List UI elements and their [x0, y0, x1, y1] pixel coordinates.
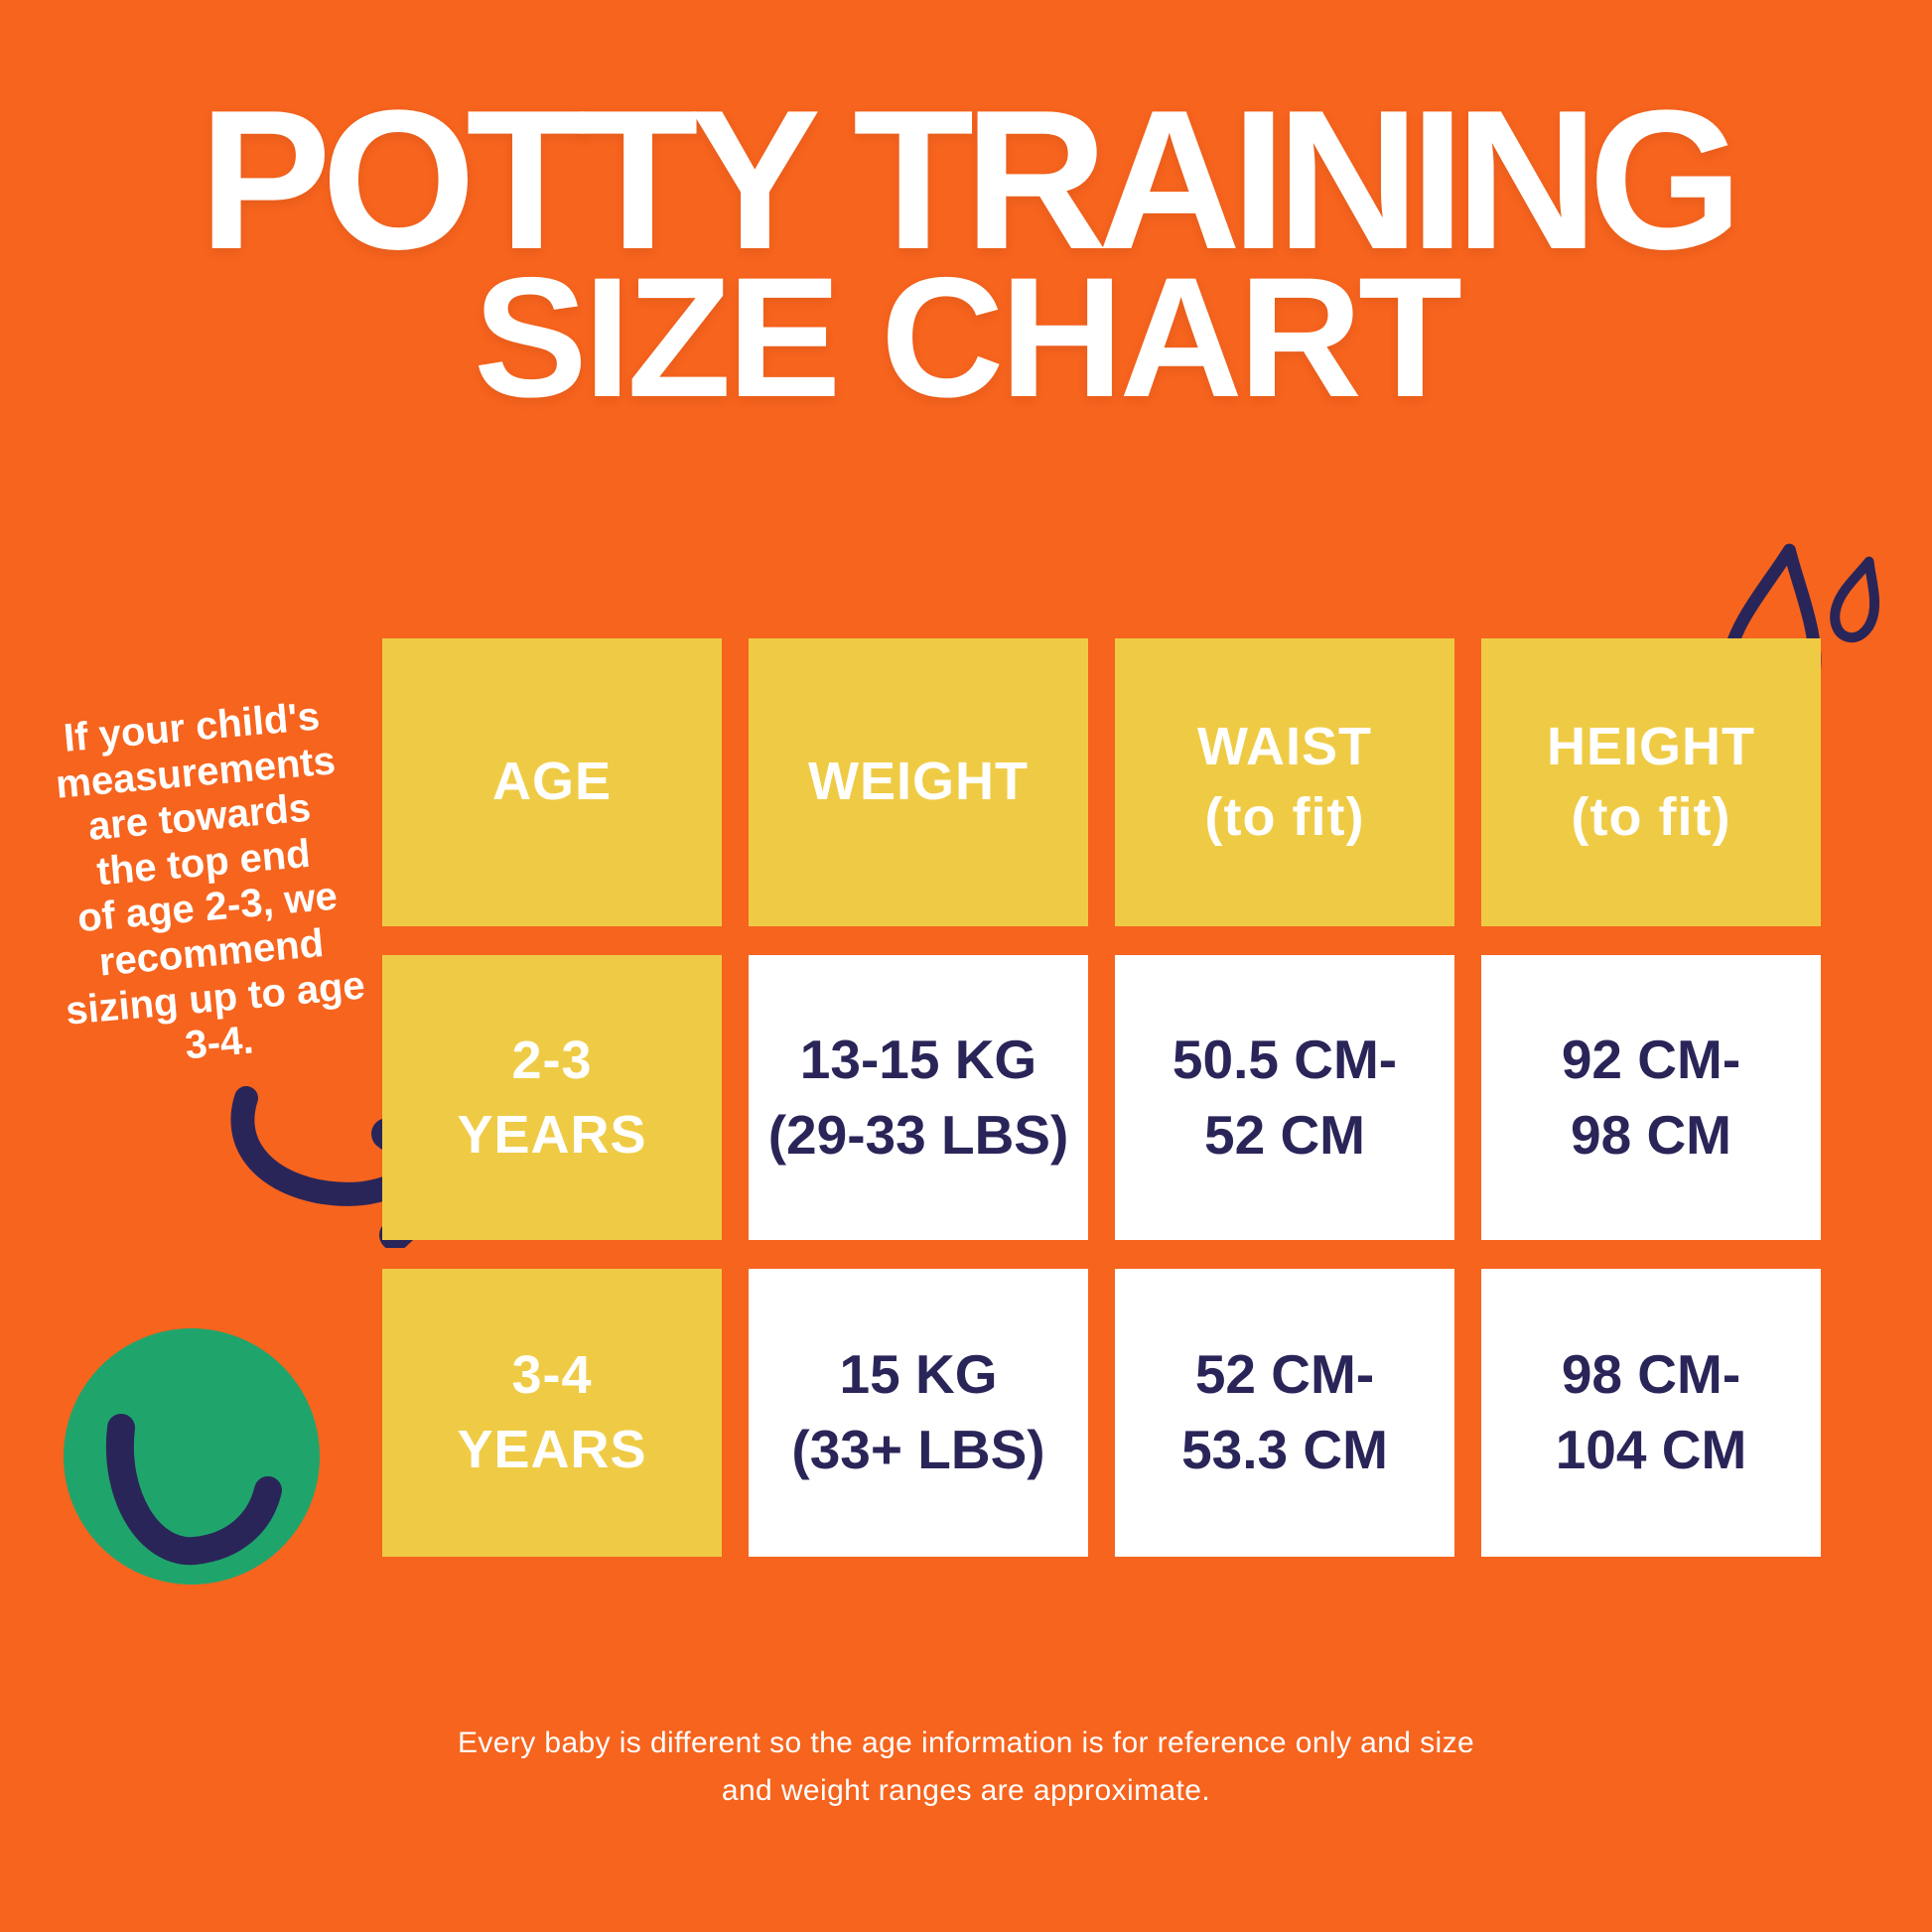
header-cell-waist: WAIST (to fit) [1115, 638, 1454, 926]
smiley-face-icon [64, 1328, 320, 1585]
row2-height-cell: 98 CM- 104 CM [1481, 1269, 1821, 1557]
row1-waist-cell: 50.5 CM- 52 CM [1115, 955, 1454, 1240]
header-cell-weight: WEIGHT [749, 638, 1088, 926]
size-table: AGE WEIGHT WAIST (to fit) HEIGHT (to fit… [382, 638, 1821, 1557]
page-title: POTTY TRAINING [199, 69, 1742, 291]
disclaimer-text: Every baby is different so the age infor… [457, 1726, 1475, 1807]
header-cell-height: HEIGHT (to fit) [1481, 638, 1821, 926]
sizing-up-note: If your child's measurements are towards… [54, 694, 367, 1068]
page-subtitle: SIZE CHART [474, 242, 1462, 433]
row2-weight-cell: 15 KG (33+ LBS) [749, 1269, 1088, 1557]
row2-age-cell: 3-4 YEARS [382, 1269, 722, 1557]
row1-weight-cell: 13-15 KG (29-33 LBS) [749, 955, 1088, 1240]
row2-waist-cell: 52 CM- 53.3 CM [1115, 1269, 1454, 1557]
row1-age-cell: 2-3 YEARS [382, 955, 722, 1240]
row1-height-cell: 92 CM- 98 CM [1481, 955, 1821, 1240]
header-cell-age: AGE [382, 638, 722, 926]
